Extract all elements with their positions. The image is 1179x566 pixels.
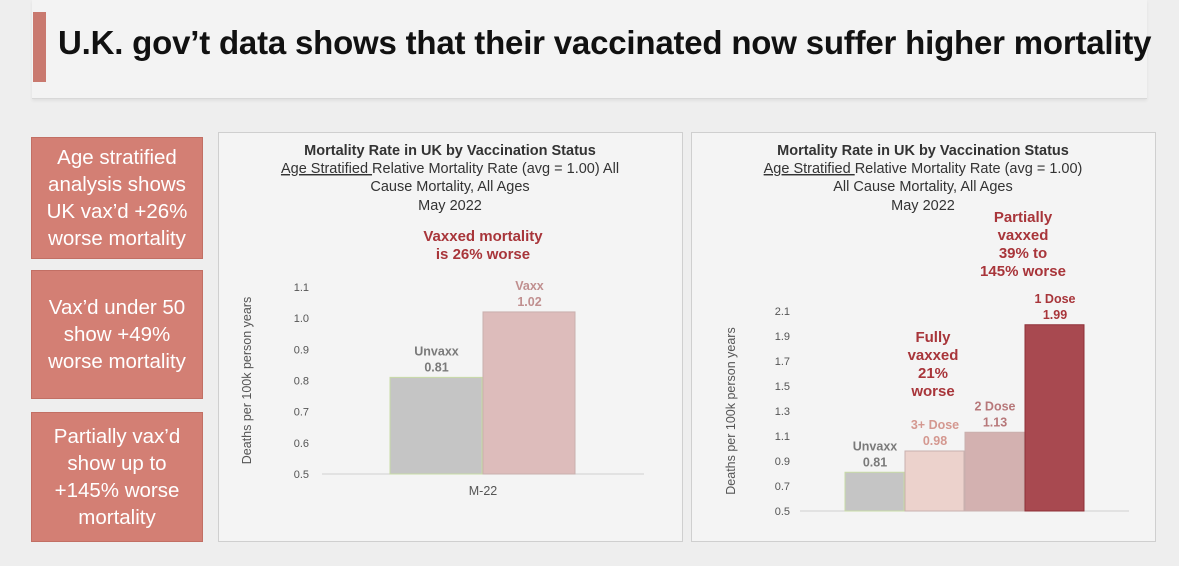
bar-3-dose bbox=[904, 450, 965, 512]
y-tick-label: 0.9 bbox=[294, 344, 309, 356]
bar-2-dose bbox=[964, 431, 1025, 512]
y-tick-label: 0.7 bbox=[775, 481, 790, 493]
chart-title: Mortality Rate in UK by Vaccination Stat… bbox=[304, 143, 596, 159]
y-tick-label: 0.9 bbox=[775, 456, 790, 468]
x-category-label: M-22 bbox=[469, 484, 498, 498]
y-tick-label: 0.5 bbox=[775, 506, 790, 518]
chart-date: May 2022 bbox=[418, 198, 482, 214]
callout-text: Partially vax’d show up to +145% worse mort… bbox=[54, 423, 180, 531]
y-tick-label: 0.6 bbox=[294, 438, 309, 450]
y-tick-label: 0.8 bbox=[294, 376, 309, 388]
y-tick-label: 2.1 bbox=[775, 306, 790, 318]
annotation-fully-vaxxed: Fully bbox=[915, 329, 951, 346]
annotation-vaxxed-worse: is 26% worse bbox=[436, 246, 530, 263]
y-tick-label: 1.5 bbox=[775, 381, 790, 393]
callout-line: UK vax’d +26% bbox=[46, 200, 188, 223]
chart-panel-right: Mortality Rate in UK by Vaccination Stat… bbox=[691, 132, 1156, 542]
subtitle-underlined: Age Stratified bbox=[764, 161, 855, 177]
callout-line: worse mortality bbox=[48, 227, 186, 250]
chart-subtitle-line2: Cause Mortality, All Ages bbox=[370, 179, 529, 195]
callout-text: Vax’d under 50 show +49% worse mortality bbox=[48, 294, 186, 375]
callout-age-stratified: Age stratified analysis shows UK vax’d +26… bbox=[31, 137, 203, 259]
bar-name-label: Unvaxx bbox=[414, 344, 459, 358]
chart-right: Mortality Rate in UK by Vaccination Stat… bbox=[724, 143, 1129, 518]
y-tick-label: 1.3 bbox=[775, 406, 790, 418]
callout-line: Vax’d under 50 bbox=[48, 296, 186, 319]
bar-name-label: 1 Dose bbox=[1035, 292, 1076, 306]
bar-unvaxx bbox=[844, 471, 905, 512]
annotation-fully-vaxxed: vaxxed bbox=[908, 347, 959, 364]
callout-line: show +49% bbox=[63, 323, 171, 346]
annotation-partially-vaxxed: Partially bbox=[994, 209, 1053, 226]
chart-subtitle: Age Stratified Relative Mortality Rate (… bbox=[764, 161, 1083, 177]
y-tick-label: 0.5 bbox=[294, 469, 309, 481]
callout-under-50: Vax’d under 50 show +49% worse mortality bbox=[31, 270, 203, 399]
bar-name-label: 3+ Dose bbox=[911, 418, 959, 432]
y-axis-label: Deaths per 100k person years bbox=[240, 297, 254, 464]
chart-subtitle-line2: All Cause Mortality, All Ages bbox=[833, 179, 1012, 195]
chart-panel-left: Mortality Rate in UK by Vaccination Stat… bbox=[218, 132, 683, 542]
subtitle-rest: Relative Mortality Rate (avg = 1.00) bbox=[855, 161, 1083, 177]
callout-line: show up to bbox=[67, 452, 167, 475]
y-tick-label: 1.7 bbox=[775, 356, 790, 368]
y-tick-label: 1.0 bbox=[294, 313, 309, 325]
annotation-partially-vaxxed: 39% to bbox=[999, 245, 1047, 262]
callout-line: +145% worse bbox=[54, 479, 180, 502]
bar-1-dose bbox=[1024, 324, 1085, 512]
bar-value-label: 0.81 bbox=[863, 455, 887, 469]
bar-vaxx bbox=[482, 311, 576, 475]
annotation-partially-vaxxed: 145% worse bbox=[980, 263, 1066, 280]
bar-name-label: Vaxx bbox=[515, 279, 544, 293]
bar-value-label: 1.99 bbox=[1043, 308, 1067, 322]
page-title: U.K. gov’t data shows that their vaccina… bbox=[58, 24, 1152, 61]
callout-line: mortality bbox=[78, 506, 156, 529]
annotation-partially-vaxxed: vaxxed bbox=[998, 227, 1049, 244]
bar-name-label: Unvaxx bbox=[853, 439, 898, 453]
callout-line: worse mortality bbox=[48, 350, 186, 373]
title-accent-bar bbox=[33, 12, 46, 82]
annotation-vaxxed-worse: Vaxxed mortality bbox=[423, 228, 543, 245]
y-tick-label: 1.1 bbox=[294, 282, 309, 294]
chart-date: May 2022 bbox=[891, 198, 955, 214]
bar-unvaxx bbox=[389, 376, 483, 475]
chart-left: Mortality Rate in UK by Vaccination Stat… bbox=[240, 143, 644, 498]
callout-line: Age stratified bbox=[57, 146, 177, 169]
y-tick-label: 1.9 bbox=[775, 331, 790, 343]
callout-line: analysis shows bbox=[48, 173, 186, 196]
y-tick-label: 0.7 bbox=[294, 407, 309, 419]
chart-subtitle: Age Stratified Relative Mortality Rate (… bbox=[281, 161, 619, 177]
bar-value-label: 0.98 bbox=[923, 434, 947, 448]
callout-text: Age stratified analysis shows UK vax’d +26… bbox=[47, 144, 188, 252]
annotation-fully-vaxxed: 21% bbox=[918, 365, 948, 382]
subtitle-rest: Relative Mortality Rate (avg = 1.00) All bbox=[372, 161, 619, 177]
subtitle-underlined: Age Stratified bbox=[281, 161, 372, 177]
y-tick-label: 1.1 bbox=[775, 431, 790, 443]
callout-partially-vaxd: Partially vax’d show up to +145% worse mort… bbox=[31, 412, 203, 542]
y-axis-label: Deaths per 100k person years bbox=[724, 327, 738, 494]
title-bar bbox=[32, 0, 1147, 99]
chart-title: Mortality Rate in UK by Vaccination Stat… bbox=[777, 143, 1069, 159]
bar-value-label: 1.13 bbox=[983, 415, 1007, 429]
callout-line: Partially vax’d bbox=[53, 425, 181, 448]
bar-value-label: 0.81 bbox=[424, 360, 448, 374]
bar-value-label: 1.02 bbox=[517, 295, 541, 309]
bar-name-label: 2 Dose bbox=[975, 399, 1016, 413]
annotation-fully-vaxxed: worse bbox=[910, 383, 954, 400]
